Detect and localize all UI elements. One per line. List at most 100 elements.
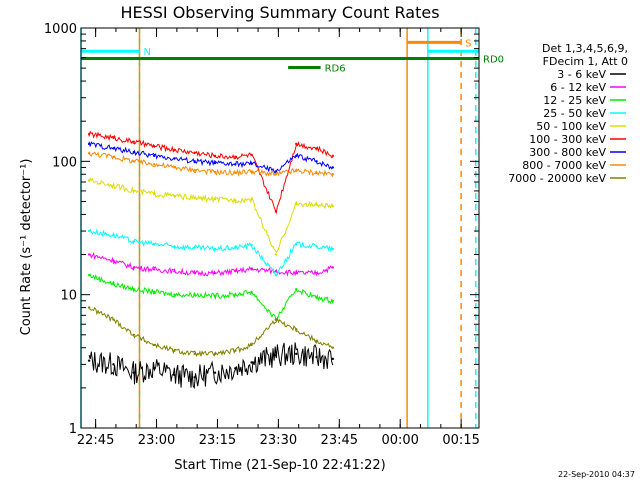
legend-label-800-7000-kev: 800 - 7000 keV <box>522 159 606 172</box>
series-point-100-300-kev-9 <box>274 210 278 213</box>
y-tick-label-0: 1 <box>69 422 77 437</box>
series-point-12-25-kev-4 <box>173 293 176 296</box>
series-point-6-12-kev-6 <box>213 271 217 275</box>
series-point-6-12-kev-4 <box>173 269 176 273</box>
legend-label-6-12-kev: 6 - 12 keV <box>550 81 606 94</box>
series-line-50-100-kev <box>88 177 334 254</box>
series-point-12-25-kev-8 <box>250 290 253 294</box>
y-tick-label-1: 10 <box>60 289 77 304</box>
series-point-100-300-kev-4 <box>173 148 176 152</box>
series-point-6-12-kev-2 <box>132 266 135 269</box>
series-point-100-300-kev-2 <box>132 140 135 144</box>
series-point-12-25-kev-7 <box>234 293 237 296</box>
series-point-800-7000-kev-2 <box>132 160 135 163</box>
series-point-25-50-kev-12 <box>331 247 334 251</box>
series-point-7000-20000-kev-0 <box>87 306 91 309</box>
series-point-25-50-kev-9 <box>274 273 278 277</box>
x-tick-label-0: 22:45 <box>77 433 114 448</box>
legend-header-1: FDecim 1, Att 0 <box>543 55 628 68</box>
series-point-12-25-kev-6 <box>213 294 217 298</box>
series-point-7000-20000-kev-8 <box>250 343 253 347</box>
legend-header-0: Det 1,3,4,5,6,9, <box>542 42 628 55</box>
observing-bar-label-3: RD0 <box>483 55 504 66</box>
plot-area: N S RD0 RD6 <box>80 28 504 428</box>
series-point-3-6-kev-6 <box>213 371 217 374</box>
series-point-25-50-kev-7 <box>234 246 237 249</box>
legend-label-7000-20000-kev: 7000 - 20000 keV <box>508 172 606 185</box>
series-point-6-12-kev-1 <box>112 259 115 262</box>
series-point-800-7000-kev-9 <box>274 173 278 176</box>
series-point-300-800-kev-0 <box>87 142 91 146</box>
series-point-3-6-kev-4 <box>173 373 176 377</box>
series-point-100-300-kev-3 <box>152 144 156 148</box>
series-point-3-6-kev-5 <box>193 376 196 379</box>
series-point-50-100-kev-4 <box>173 194 176 198</box>
series-point-3-6-kev-3 <box>152 367 156 370</box>
series-point-3-6-kev-12 <box>331 357 334 361</box>
series-line-7000-20000-kev <box>88 306 334 358</box>
series-point-7000-20000-kev-10 <box>295 328 298 331</box>
series-point-3-6-kev-8 <box>250 361 253 364</box>
series-point-12-25-kev-5 <box>193 293 196 296</box>
series-point-3-6-kev-0 <box>87 359 91 362</box>
series-point-50-100-kev-3 <box>152 192 156 196</box>
series-point-50-100-kev-12 <box>331 205 334 208</box>
series-point-6-12-kev-0 <box>87 253 91 256</box>
legend-label-12-25-kev: 12 - 25 keV <box>543 94 606 107</box>
series-point-7000-20000-kev-7 <box>234 349 237 352</box>
series-point-300-800-kev-2 <box>132 151 135 154</box>
x-tick-label-3: 23:30 <box>260 433 297 448</box>
legend-label-300-800-kev: 300 - 800 keV <box>529 146 606 159</box>
series-point-25-50-kev-11 <box>315 245 318 248</box>
series-point-12-25-kev-12 <box>331 299 334 302</box>
series-point-100-300-kev-1 <box>112 136 115 140</box>
series-point-25-50-kev-2 <box>132 240 135 243</box>
series-line-12-25-kev <box>88 273 334 323</box>
series-point-100-300-kev-6 <box>213 154 217 158</box>
series-point-800-7000-kev-1 <box>112 155 115 159</box>
series-point-6-12-kev-8 <box>250 268 253 271</box>
series-point-300-800-kev-4 <box>173 157 176 160</box>
y-tick-label-2: 100 <box>52 155 77 170</box>
series-point-3-6-kev-9 <box>274 354 278 357</box>
series-point-50-100-kev-7 <box>234 199 237 202</box>
series-point-25-50-kev-5 <box>193 246 196 249</box>
series-point-800-7000-kev-7 <box>234 171 237 175</box>
series-point-25-50-kev-6 <box>213 247 217 251</box>
series-point-25-50-kev-3 <box>152 242 156 246</box>
series-point-300-800-kev-8 <box>250 162 253 165</box>
observing-bar-label-0: N <box>143 47 150 58</box>
series-point-300-800-kev-9 <box>274 170 278 173</box>
series-point-6-12-kev-9 <box>274 269 278 273</box>
series-point-800-7000-kev-10 <box>295 169 298 172</box>
series-point-300-800-kev-11 <box>315 160 318 163</box>
series-point-6-12-kev-7 <box>234 269 237 273</box>
x-tick-label-6: 00:15 <box>442 433 479 448</box>
series-point-25-50-kev-10 <box>295 242 298 246</box>
y-axis-label: Count Rate (s⁻¹ detector⁻¹) <box>19 159 34 336</box>
series-point-12-25-kev-0 <box>87 273 91 277</box>
series-point-6-12-kev-3 <box>152 268 156 271</box>
series-point-300-800-kev-10 <box>295 154 298 158</box>
series-line-3-6-kev <box>88 342 334 390</box>
chart-title: HESSI Observing Summary Count Rates <box>120 3 439 22</box>
series-point-25-50-kev-4 <box>173 245 176 248</box>
x-tick-label-5: 00:00 <box>381 433 418 448</box>
series-point-100-300-kev-7 <box>234 155 237 159</box>
legend-label-3-6-kev: 3 - 6 keV <box>557 68 606 81</box>
legend: Det 1,3,4,5,6,9,FDecim 1, Att 03 - 6 keV… <box>508 42 628 185</box>
series-point-800-7000-kev-8 <box>250 170 253 173</box>
series-point-3-6-kev-10 <box>295 352 298 356</box>
x-tick-label-2: 23:15 <box>199 433 236 448</box>
series-point-7000-20000-kev-5 <box>193 352 196 356</box>
series-point-100-300-kev-12 <box>331 154 334 158</box>
legend-label-100-300-kev: 100 - 300 keV <box>529 133 606 146</box>
series-point-50-100-kev-8 <box>250 197 253 201</box>
series-point-7000-20000-kev-12 <box>331 346 334 349</box>
series-point-7000-20000-kev-4 <box>173 349 176 352</box>
observing-bar-label-4: RD6 <box>325 64 346 75</box>
series-point-800-7000-kev-5 <box>193 168 196 172</box>
series-point-800-7000-kev-6 <box>213 170 217 174</box>
series-point-50-100-kev-1 <box>112 184 115 187</box>
